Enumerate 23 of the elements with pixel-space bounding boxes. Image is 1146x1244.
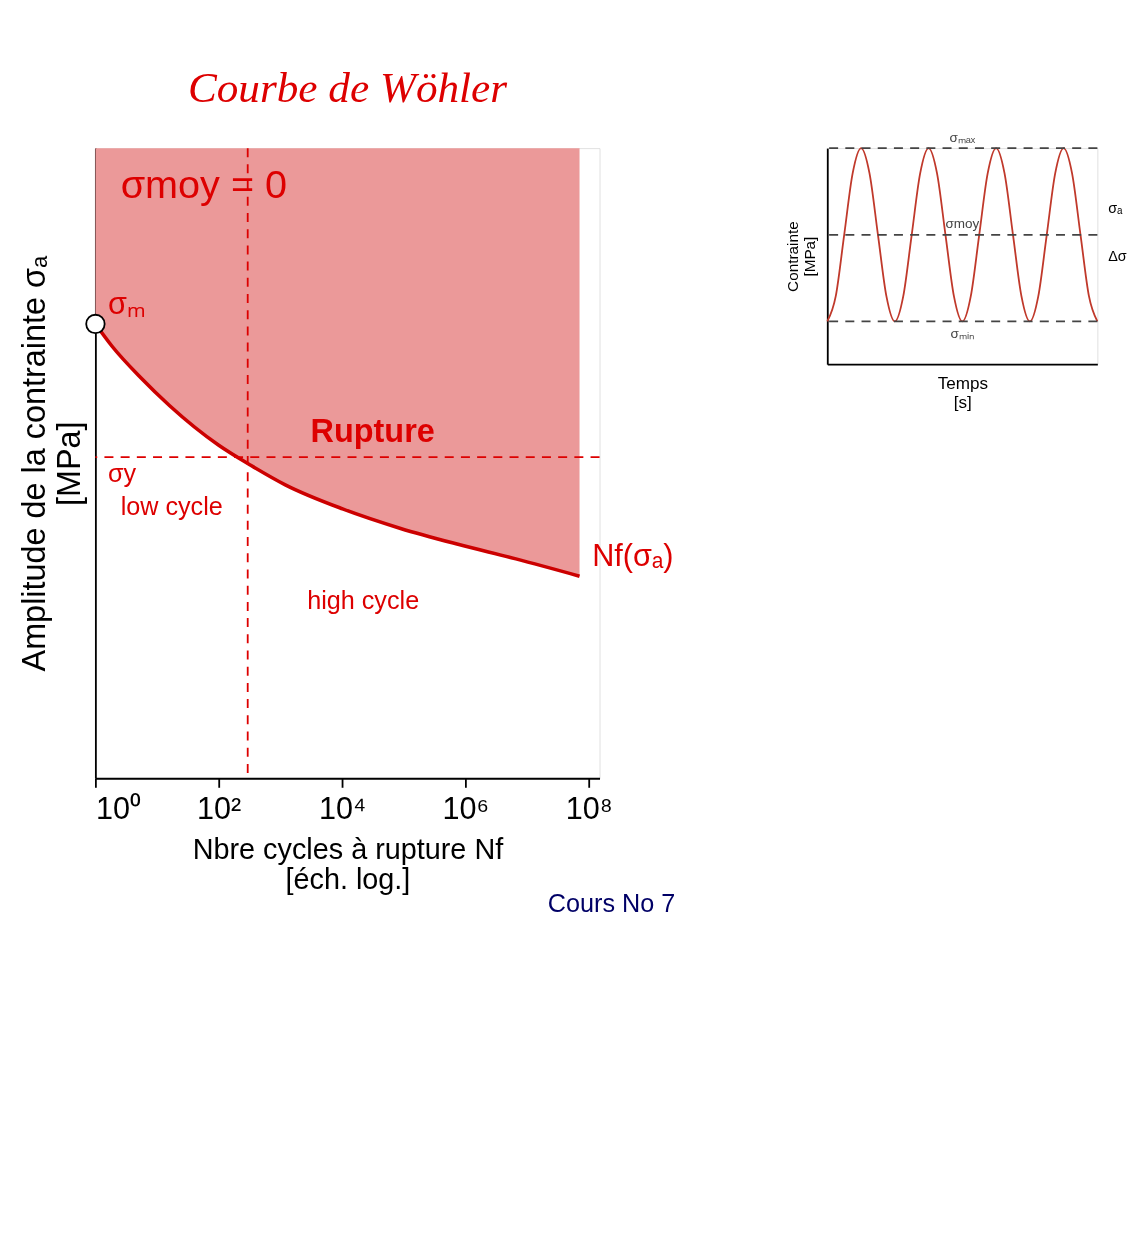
annotation: Nf(σₐ) xyxy=(592,538,674,574)
annotation: Rupture xyxy=(310,412,435,449)
ref-line-label: σy xyxy=(108,459,137,488)
y-axis-title: Contrainte [MPa] xyxy=(784,221,819,292)
x-tick-label: 10⁸ xyxy=(565,791,613,826)
text: Δσ xyxy=(1108,247,1127,264)
y-axis-title: Amplitude de la contrainte σₐ [MPa] xyxy=(16,254,87,672)
x-axis-title: Nbre cycles à rupture Nf [éch. log.] xyxy=(192,832,505,896)
ref-line-label: σmoy xyxy=(945,216,980,232)
annotation: low cycle xyxy=(120,491,223,520)
chart-title: Courbe de Wöhler xyxy=(187,63,508,112)
x-tick-label: 10⁶ xyxy=(442,791,490,826)
ref-line-label: σₘₐₓ xyxy=(949,129,976,145)
text: Cours No 7 xyxy=(547,888,676,917)
text: σmoy = 0 xyxy=(120,161,288,206)
x-axis-title: Temps [s] xyxy=(937,373,988,412)
annotation: σₘ xyxy=(108,286,146,321)
ref-line-label: σₘᵢₙ xyxy=(950,325,975,341)
x-tick-label: 10⁴ xyxy=(318,791,367,826)
x-tick-label: 10⁰ xyxy=(95,791,141,826)
x-tick-label: 10² xyxy=(197,791,242,826)
annotation: high cycle xyxy=(307,586,420,615)
text: σₐ xyxy=(1108,200,1124,217)
